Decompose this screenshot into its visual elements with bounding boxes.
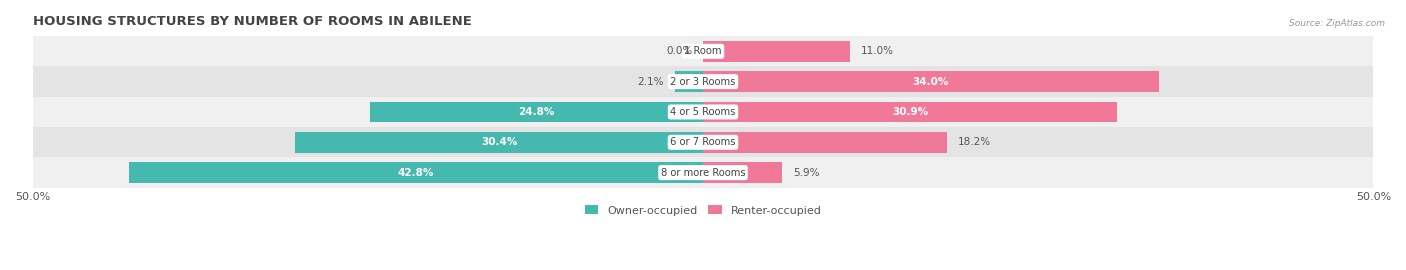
Text: HOUSING STRUCTURES BY NUMBER OF ROOMS IN ABILENE: HOUSING STRUCTURES BY NUMBER OF ROOMS IN… — [32, 15, 471, 28]
Bar — [703, 41, 851, 62]
Bar — [32, 36, 1374, 66]
Text: 42.8%: 42.8% — [398, 168, 434, 178]
Text: 34.0%: 34.0% — [912, 77, 949, 87]
Text: 18.2%: 18.2% — [957, 137, 991, 147]
Text: 1 Room: 1 Room — [685, 46, 721, 56]
Bar — [32, 157, 1374, 188]
Text: Source: ZipAtlas.com: Source: ZipAtlas.com — [1289, 19, 1385, 28]
Bar — [32, 66, 1374, 97]
Text: 6 or 7 Rooms: 6 or 7 Rooms — [671, 137, 735, 147]
Text: 2.1%: 2.1% — [637, 77, 664, 87]
Text: 24.8%: 24.8% — [519, 107, 555, 117]
Bar — [32, 127, 1374, 157]
Bar — [703, 132, 948, 153]
Bar — [129, 162, 703, 183]
Text: 30.9%: 30.9% — [891, 107, 928, 117]
Legend: Owner-occupied, Renter-occupied: Owner-occupied, Renter-occupied — [585, 205, 821, 216]
Text: 4 or 5 Rooms: 4 or 5 Rooms — [671, 107, 735, 117]
Bar — [32, 97, 1374, 127]
Bar — [703, 102, 1118, 122]
Text: 5.9%: 5.9% — [793, 168, 820, 178]
Text: 30.4%: 30.4% — [481, 137, 517, 147]
Text: 8 or more Rooms: 8 or more Rooms — [661, 168, 745, 178]
Bar — [295, 132, 703, 153]
Text: 2 or 3 Rooms: 2 or 3 Rooms — [671, 77, 735, 87]
Bar — [371, 102, 703, 122]
Text: 0.0%: 0.0% — [666, 46, 692, 56]
Bar — [703, 71, 1159, 92]
Bar — [675, 71, 703, 92]
Text: 11.0%: 11.0% — [862, 46, 894, 56]
Bar — [703, 162, 782, 183]
